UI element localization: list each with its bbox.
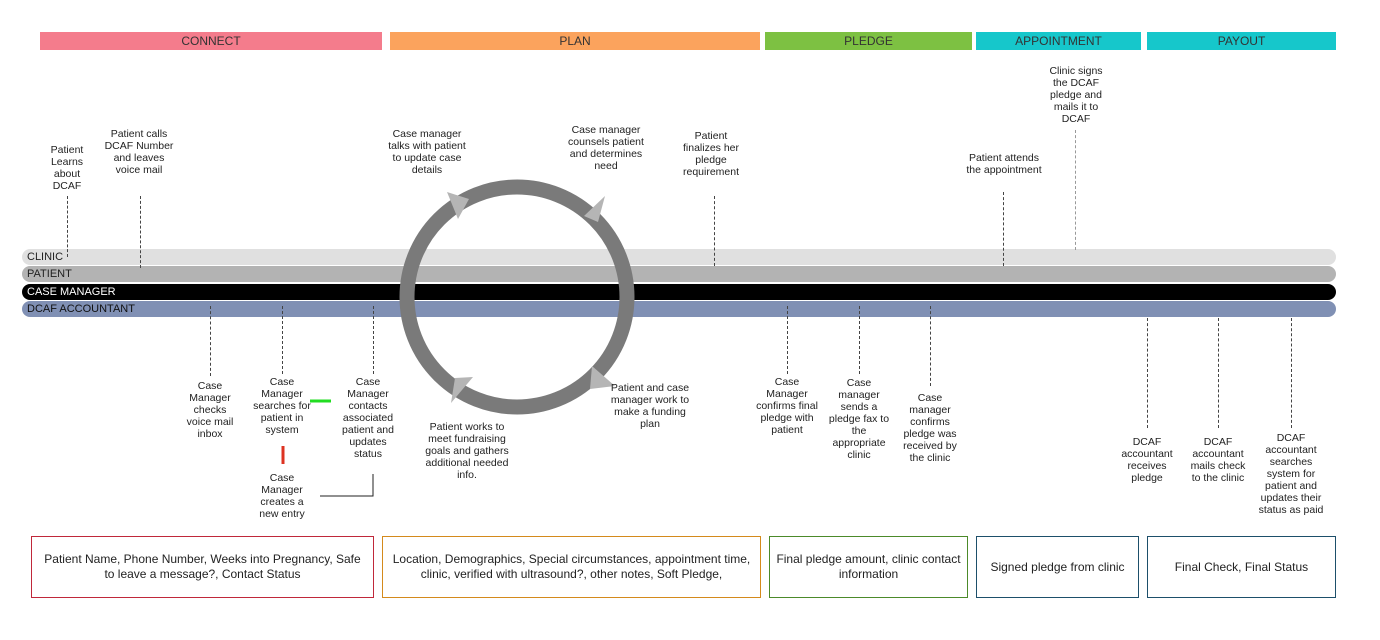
step-patient-finalizes: Patient finalizes her pledge requirement — [682, 130, 740, 178]
connector-attends — [1003, 192, 1004, 266]
step-acct-searches: DCAF accountant searches system for pati… — [1258, 432, 1324, 516]
step-cm-confirms-received: Case manager confirms pledge was receive… — [903, 392, 957, 464]
step-cm-searches: Case Manager searches for patient in sys… — [253, 376, 311, 436]
connector-clinic-signs — [1075, 130, 1076, 250]
phase-pledge: PLEDGE — [765, 32, 972, 50]
step-cm-creates-entry: Case Manager creates a new entry — [259, 472, 305, 520]
phase-appointment: APPOINTMENT — [976, 32, 1141, 50]
step-acct-receives: DCAF accountant receives pledge — [1121, 436, 1173, 484]
connector-sends-fax — [859, 306, 860, 374]
connector-calls — [140, 196, 141, 268]
connector-checks-voicemail — [210, 306, 211, 376]
lane-dcaf-accountant: DCAF ACCOUNTANT — [22, 301, 1336, 317]
step-clinic-signs: Clinic signs the DCAF pledge and mails i… — [1049, 65, 1103, 125]
connector-finalizes — [714, 196, 715, 266]
connector-contacts — [373, 306, 374, 374]
data-box-plan: Location, Demographics, Special circumst… — [382, 536, 761, 598]
cycle-arrow-bottom-left — [451, 377, 473, 403]
data-box-connect: Patient Name, Phone Number, Weeks into P… — [31, 536, 374, 598]
step-cm-sends-fax: Case manager sends a pledge fax to the a… — [828, 377, 890, 461]
cycle-arrow-top-left — [447, 192, 469, 219]
connector-learns — [67, 196, 68, 257]
step-cm-counsels: Case manager counsels patient and determ… — [568, 124, 644, 172]
step-acct-mails: DCAF accountant mails check to the clini… — [1190, 436, 1246, 484]
connector-searches — [282, 306, 283, 374]
phase-payout: PAYOUT — [1147, 32, 1336, 50]
step-cm-talks: Case manager talks with patient to updat… — [388, 128, 466, 176]
step-patient-attends: Patient attends the appointment — [966, 152, 1042, 176]
step-cm-contacts: Case Manager contacts associated patient… — [342, 376, 394, 460]
cycle-arrow-bottom-right — [590, 366, 615, 389]
entry-connector — [320, 474, 374, 497]
data-box-appointment: Signed pledge from clinic — [976, 536, 1139, 598]
lane-clinic: CLINIC — [22, 249, 1336, 265]
lane-case-manager: CASE MANAGER — [22, 284, 1336, 300]
connector-acct-searches — [1291, 318, 1292, 428]
connector-acct-receives — [1147, 318, 1148, 428]
step-patient-works: Patient works to meet fundraising goals … — [425, 421, 509, 481]
step-funding-plan: Patient and case manager work to make a … — [610, 382, 690, 430]
step-patient-learns: Patient Learns about DCAF — [50, 144, 84, 192]
phase-plan: PLAN — [390, 32, 760, 50]
connector-acct-mails — [1218, 318, 1219, 428]
connector-confirms-received — [930, 306, 931, 386]
step-cm-checks-voicemail: Case Manager checks voice mail inbox — [186, 380, 234, 440]
connector-confirms-final — [787, 306, 788, 374]
step-cm-confirms-final: Case Manager confirms final pledge with … — [756, 376, 818, 436]
step-patient-calls: Patient calls DCAF Number and leaves voi… — [104, 128, 174, 176]
cycle-ring — [399, 179, 635, 415]
lane-patient: PATIENT — [22, 266, 1336, 282]
phase-connect: CONNECT — [40, 32, 382, 50]
data-box-payout: Final Check, Final Status — [1147, 536, 1336, 598]
data-box-pledge: Final pledge amount, clinic contact info… — [769, 536, 968, 598]
cycle-arrow-top-right — [584, 196, 605, 222]
